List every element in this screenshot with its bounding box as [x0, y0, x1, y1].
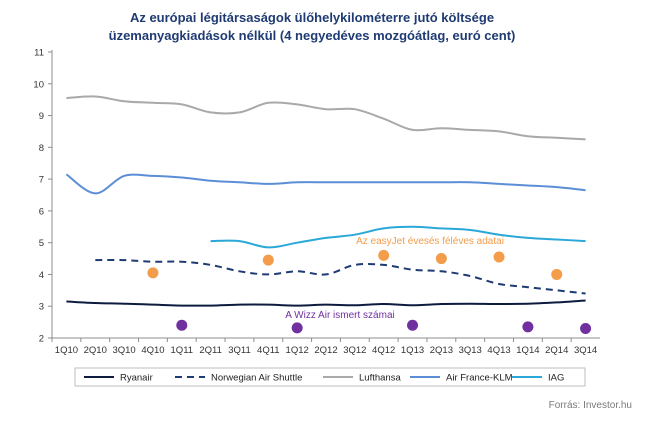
legend-entry-label[interactable]: Air France-KLM	[446, 373, 513, 384]
y-tick-label: 4	[39, 270, 44, 281]
x-tick-label: 3Q10	[112, 345, 135, 356]
x-tick-label: 1Q13	[401, 345, 424, 356]
x-tick-label: 1Q10	[55, 345, 78, 356]
y-tick-label: 10	[33, 79, 44, 90]
point-marker	[435, 253, 447, 265]
x-tick-label: 1Q11	[171, 345, 194, 356]
x-tick-label: 2Q11	[199, 345, 222, 356]
point-marker	[580, 322, 592, 334]
point-series-label: Az easyJet évesés féléves adatai	[356, 236, 504, 247]
series-line-ryanair	[66, 299, 586, 307]
x-tick-label: 3Q11	[228, 345, 251, 356]
y-tick-label: 7	[39, 175, 44, 186]
y-tick-label: 6	[39, 206, 44, 217]
series-line-norwegian-air-shuttle	[95, 259, 586, 295]
point-marker	[262, 254, 274, 266]
legend-entry-label[interactable]: IAG	[548, 373, 564, 384]
x-tick-label: 3Q14	[574, 345, 597, 356]
x-tick-label: 1Q14	[516, 345, 539, 356]
x-tick-label: 2Q14	[545, 345, 568, 356]
axes: 2 3 4 5 6 7 8 9 10 11 1Q10 2Q10 3Q10 4Q10 1Q11 2Q11 3Q11…	[33, 48, 600, 356]
y-tick-label: 8	[39, 143, 44, 154]
source-note: Forrás: Investor.hu	[549, 400, 632, 411]
chart-title-line: üzemanyagkiadások nélkül (4 negyedéves m…	[109, 28, 516, 43]
x-tick-label: 4Q13	[487, 345, 510, 356]
y-tick-label: 3	[39, 302, 44, 313]
series-line-lufthansa	[66, 95, 586, 141]
point-marker	[378, 249, 390, 261]
point-marker	[493, 251, 505, 263]
y-tick-label: 9	[39, 111, 44, 122]
point-marker	[176, 319, 188, 331]
y-tick-label: 11	[34, 48, 44, 59]
x-tick-label: 3Q13	[459, 345, 482, 356]
series	[65, 95, 586, 307]
x-tick-label: 4Q10	[141, 345, 164, 356]
y-tick-label: 2	[39, 334, 44, 345]
legend-entry-label[interactable]: Norwegian Air Shuttle	[211, 373, 302, 384]
legend-entry-label[interactable]: Lufthansa	[359, 373, 401, 384]
point-marker	[147, 267, 159, 279]
x-tick-label: 1Q12	[286, 345, 309, 356]
legend[interactable]: Ryanair Norwegian Air Shuttle Lufthansa Air…	[74, 367, 586, 387]
chart-title: Az európai légitársaságok ülőhelykilomét…	[109, 10, 516, 43]
x-tick-label: 3Q12	[343, 345, 366, 356]
point-marker	[291, 322, 303, 334]
x-tick-label: 4Q11	[257, 345, 280, 356]
point-series-label: A Wizz Air ismert számai	[285, 310, 394, 321]
x-tick-label: 2Q13	[430, 345, 453, 356]
x-tick-label: 2Q10	[84, 345, 107, 356]
series-line-air-france-klm	[65, 173, 586, 195]
point-marker	[522, 321, 534, 333]
series-line-iag	[210, 225, 586, 249]
point-marker	[551, 268, 563, 280]
x-tick-label: 4Q12	[372, 345, 395, 356]
point-series: Az easyJet évesés féléves adatai A Wizz A…	[147, 236, 592, 334]
y-tick-label: 5	[39, 238, 44, 249]
chart-title-line: Az európai légitársaságok ülőhelykilomét…	[130, 10, 494, 25]
legend-entry-label[interactable]: Ryanair	[120, 373, 153, 384]
point-marker	[407, 319, 419, 331]
x-tick-label: 2Q12	[314, 345, 337, 356]
